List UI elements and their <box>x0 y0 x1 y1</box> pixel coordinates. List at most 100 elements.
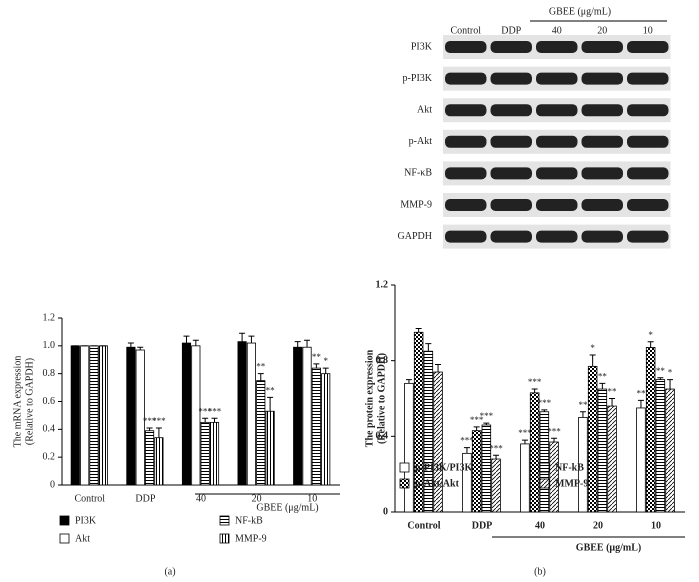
blot-band <box>536 135 578 148</box>
error-bar <box>637 399 644 408</box>
blot-column-label: Control <box>450 25 481 36</box>
blot-row-label: Akt <box>417 104 432 115</box>
x-tick-label: Control <box>75 493 106 504</box>
x-tick-label: 10 <box>651 520 661 531</box>
significance-label: *** <box>470 415 484 425</box>
blot-band <box>581 41 623 53</box>
bar <box>491 458 501 513</box>
error-bar <box>183 335 190 344</box>
blot-row-label: GAPDH <box>398 231 432 242</box>
significance-label: * <box>590 343 595 353</box>
error-bar <box>599 382 606 390</box>
error-bar <box>425 343 432 352</box>
blot-band <box>445 135 487 148</box>
bar <box>471 430 482 513</box>
error-bar <box>463 447 470 454</box>
error-bar <box>589 354 596 367</box>
blot-column-label: 40 <box>552 25 562 36</box>
x-tick-label: 40 <box>535 520 545 531</box>
error-bar <box>257 373 264 381</box>
y-tick-label: 1.2 <box>43 312 56 323</box>
error-bar <box>609 398 616 407</box>
bar <box>237 341 247 486</box>
blot-column-label: 10 <box>643 25 653 36</box>
blot-band <box>581 167 623 180</box>
legend-swatch <box>539 478 550 489</box>
blot-band <box>627 167 669 180</box>
blot-band <box>627 72 669 85</box>
significance-label: *** <box>198 406 212 416</box>
bar <box>404 382 414 513</box>
significance-label: ** <box>256 362 266 372</box>
blot-band <box>536 72 578 85</box>
significance-label: ** <box>312 352 322 362</box>
blot-band <box>581 135 623 148</box>
error-bar <box>137 346 144 351</box>
significance-label: *** <box>489 443 503 453</box>
bar <box>321 373 331 486</box>
x-tick-label: 10 <box>307 493 317 504</box>
error-bar <box>579 411 586 418</box>
bar <box>126 346 136 486</box>
significance-label: * <box>323 356 328 366</box>
bar <box>520 443 530 513</box>
group-label: GBEE (μg/mL) <box>256 502 318 513</box>
y-tick-label: 0.8 <box>376 355 389 366</box>
blot-band <box>536 167 578 180</box>
blot-band <box>536 230 578 243</box>
significance-label: *** <box>518 428 532 438</box>
y-tick-label: 0 <box>50 479 55 490</box>
bar <box>256 380 266 486</box>
legend-swatch <box>399 478 410 489</box>
bar <box>89 345 99 486</box>
error-bar <box>155 427 162 438</box>
y-axis-label: The protein expression <box>364 349 375 447</box>
y-axis-label: (Relative to GAPDH) <box>24 358 35 445</box>
error-bar <box>531 388 538 393</box>
blot-band <box>490 135 532 148</box>
blot-row-label: NF-κB <box>404 168 432 179</box>
blot-row-label: p-Akt <box>409 136 433 147</box>
blot-row-label: PI3K <box>411 41 433 52</box>
blot-band <box>445 72 487 85</box>
blot-column-label: 20 <box>597 25 607 36</box>
error-bar <box>541 409 548 412</box>
legend-label: p-Akt/Akt <box>415 478 460 489</box>
significance-label: * <box>648 330 653 340</box>
significance-label: *** <box>528 377 542 387</box>
legend-label: PI3K <box>75 515 97 526</box>
blot-band <box>445 230 487 243</box>
error-bar <box>493 454 500 460</box>
blot-row-label: p-PI3K <box>403 73 433 84</box>
blot-band <box>490 72 532 85</box>
bar <box>433 371 443 513</box>
bar <box>154 437 164 486</box>
error-bar <box>211 417 218 423</box>
y-tick-label: 1.2 <box>376 279 389 290</box>
bar <box>246 342 256 486</box>
y-tick-label: 0.2 <box>43 451 56 462</box>
blot-band <box>581 104 623 117</box>
bar <box>665 388 675 513</box>
significance-label: ** <box>608 387 618 397</box>
blot-group-label: GBEE (μg/mL) <box>549 6 611 17</box>
error-bar <box>667 379 674 390</box>
legend-label: p-PI3K/PI3K <box>415 462 472 473</box>
significance-label: *** <box>152 416 166 426</box>
bar <box>645 347 656 513</box>
bar <box>80 345 90 486</box>
x-tick-label: DDP <box>472 520 493 531</box>
bar <box>302 346 312 486</box>
bar <box>98 345 108 486</box>
blot-band <box>627 41 669 53</box>
significance-label: *** <box>480 411 494 421</box>
legend-swatch <box>539 462 550 473</box>
legend-swatch <box>219 533 230 544</box>
blot-band <box>581 230 623 243</box>
blot-band <box>490 41 532 53</box>
blot-band <box>536 41 578 53</box>
bar <box>70 345 80 486</box>
blot-column-label: DDP <box>501 25 521 36</box>
bar <box>144 430 155 486</box>
y-tick-label: 0 <box>383 506 388 517</box>
